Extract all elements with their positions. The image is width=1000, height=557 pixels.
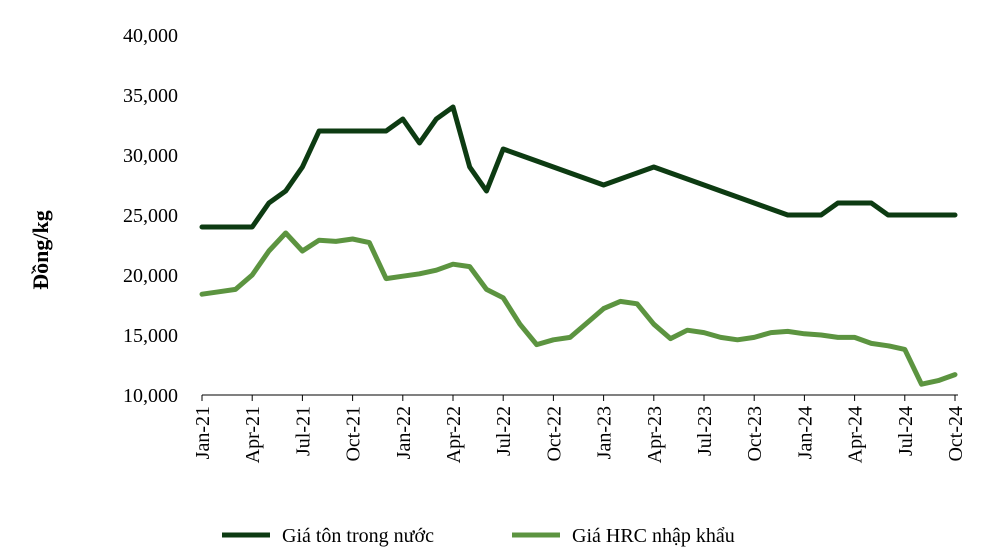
series-line-1 xyxy=(199,104,958,230)
y-axis-title: Đồng/kg xyxy=(28,210,53,289)
x-tick-label: Oct-24 xyxy=(945,406,967,462)
x-tick-label: Oct-23 xyxy=(744,406,766,462)
x-tick-label: Oct-22 xyxy=(543,406,565,462)
series-group xyxy=(199,104,958,387)
legend: Giá tôn trong nước Giá HRC nhập khẩu xyxy=(222,525,735,547)
y-tick-label: 15,000 xyxy=(123,325,178,347)
x-tick-label: Apr-21 xyxy=(242,406,264,463)
x-tick-label: Oct-21 xyxy=(343,406,365,462)
legend-label-1: Giá tôn trong nước xyxy=(282,525,434,547)
y-tick-label: 20,000 xyxy=(123,265,178,287)
x-axis: Jan-21 Apr-21 Jul-21 Oct-21 Jan-22 Apr-22 Jul-… xyxy=(192,394,967,463)
x-tick-label: Apr-24 xyxy=(845,406,867,463)
x-tick-label: Jan-23 xyxy=(594,406,616,459)
x-tick-label: Apr-22 xyxy=(443,406,465,463)
y-tick-label: 30,000 xyxy=(123,145,178,167)
x-tick-label: Jan-22 xyxy=(393,406,415,459)
x-tick-label: Jul-22 xyxy=(493,406,515,456)
x-tick-label: Jul-21 xyxy=(292,406,314,456)
y-tick-label: 25,000 xyxy=(123,205,178,227)
x-tick-label: Jul-24 xyxy=(895,406,917,456)
y-tick-label: 35,000 xyxy=(123,85,178,107)
x-tick-label: Jan-24 xyxy=(794,406,816,459)
y-tick-label: 40,000 xyxy=(123,25,178,47)
series-line-2 xyxy=(199,230,958,387)
y-axis: 10,000 15,000 20,000 25,000 30,000 35,000 40,0… xyxy=(123,25,178,407)
legend-label-2: Giá HRC nhập khẩu xyxy=(572,525,735,547)
y-tick-label: 10,000 xyxy=(123,385,178,407)
x-tick-label: Jul-23 xyxy=(694,406,716,456)
x-tick-label: Apr-23 xyxy=(644,406,666,463)
x-tick-label: Jan-21 xyxy=(192,406,214,459)
